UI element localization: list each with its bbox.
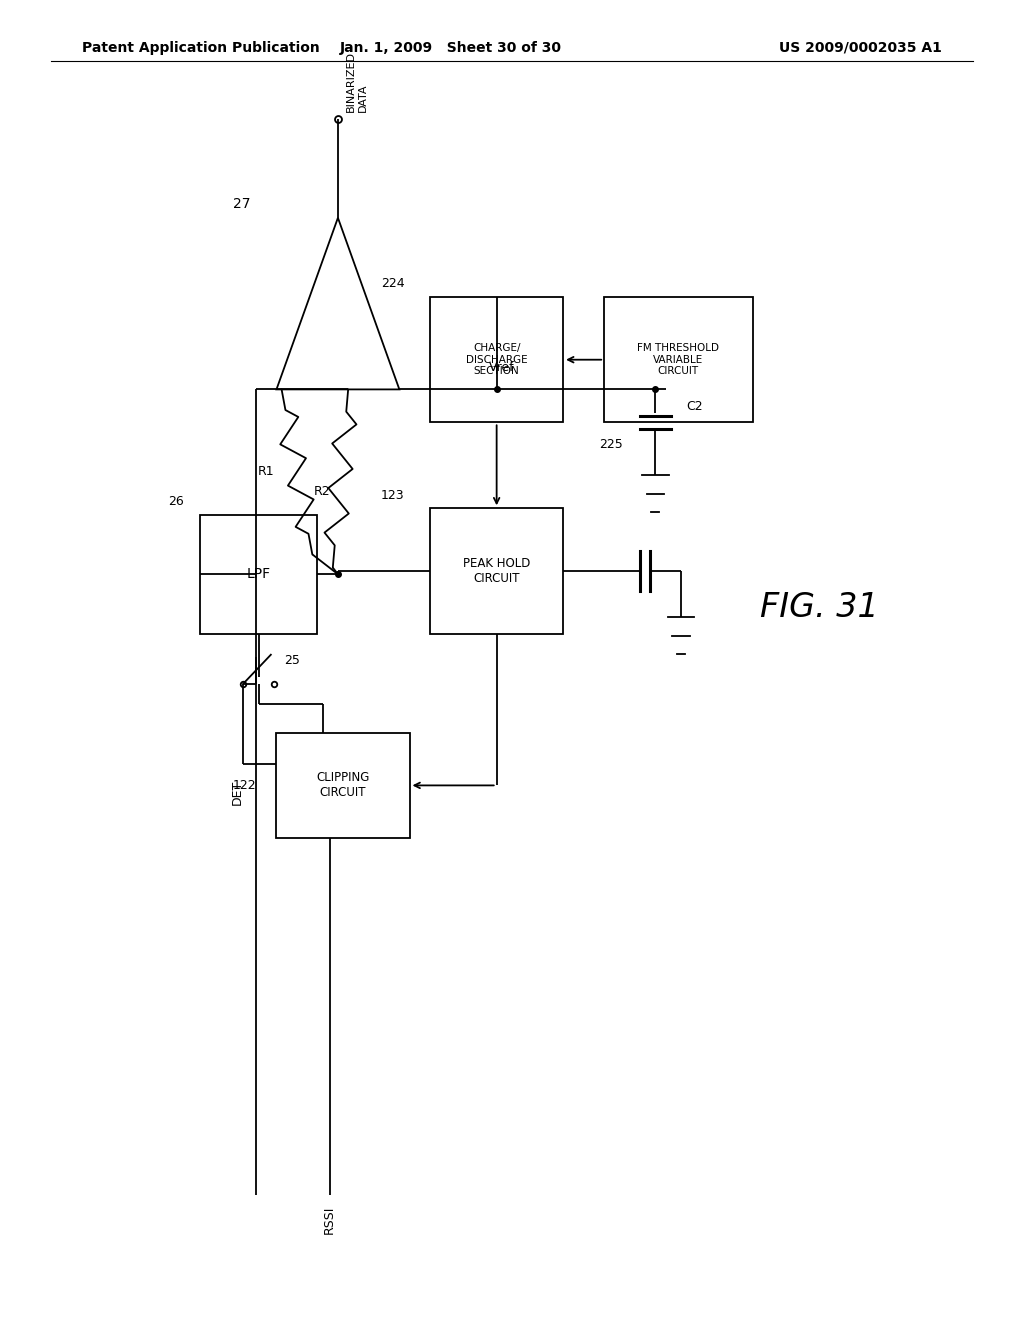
Text: 123: 123	[381, 488, 404, 502]
Bar	[604, 297, 753, 422]
Bar	[430, 508, 563, 634]
Text: FM THRESHOLD
VARIABLE
CIRCUIT: FM THRESHOLD VARIABLE CIRCUIT	[637, 343, 720, 376]
Text: CHARGE/
DISCHARGE
SECTION: CHARGE/ DISCHARGE SECTION	[466, 343, 527, 376]
Text: 25: 25	[285, 653, 300, 667]
Text: 224: 224	[381, 277, 404, 290]
Text: Patent Application Publication: Patent Application Publication	[82, 41, 319, 54]
Text: 27: 27	[233, 197, 251, 211]
Bar	[430, 297, 563, 422]
Text: FIG. 31: FIG. 31	[760, 590, 879, 623]
Text: Vref: Vref	[488, 360, 515, 374]
Text: Jan. 1, 2009   Sheet 30 of 30: Jan. 1, 2009 Sheet 30 of 30	[340, 41, 561, 54]
Text: 26: 26	[169, 495, 184, 508]
Text: RSSI: RSSI	[324, 1205, 336, 1233]
Text: CLIPPING
CIRCUIT: CLIPPING CIRCUIT	[316, 771, 370, 800]
Text: BINARIZED
DATA: BINARIZED DATA	[346, 51, 368, 112]
Text: DET: DET	[230, 779, 244, 805]
Text: R2: R2	[313, 486, 330, 498]
Text: R1: R1	[258, 466, 274, 478]
Text: US 2009/0002035 A1: US 2009/0002035 A1	[779, 41, 942, 54]
Bar	[276, 733, 410, 838]
Text: PEAK HOLD
CIRCUIT: PEAK HOLD CIRCUIT	[463, 557, 530, 585]
Bar	[200, 515, 317, 634]
Text: C2: C2	[686, 400, 702, 413]
Text: 122: 122	[232, 779, 256, 792]
Text: 225: 225	[599, 438, 623, 451]
Text: LPF: LPF	[247, 568, 270, 581]
